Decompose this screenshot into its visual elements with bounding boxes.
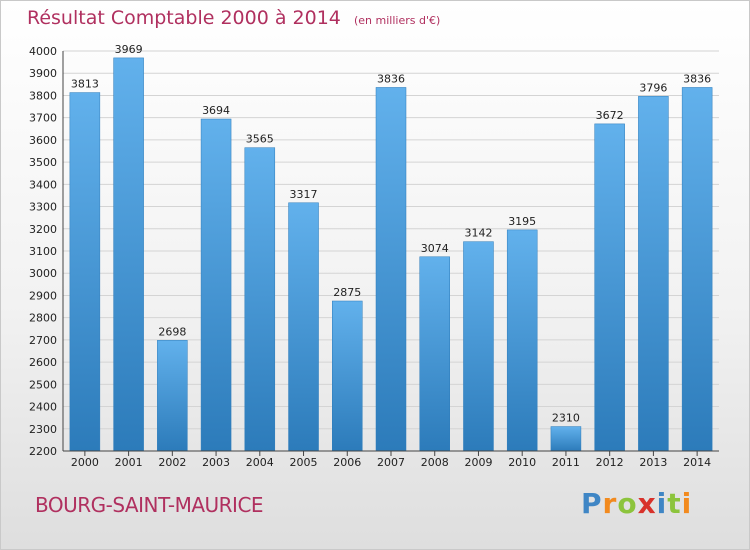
data-label: 3796 (639, 81, 667, 94)
data-label: 3317 (290, 188, 318, 201)
x-tick-label: 2009 (464, 456, 492, 469)
data-label: 2875 (333, 286, 361, 299)
x-tick-label: 2013 (639, 456, 667, 469)
y-tick-label: 3100 (29, 245, 57, 258)
y-tick-label: 3400 (29, 178, 57, 191)
y-tick-label: 2400 (29, 401, 57, 414)
brand-letter: i (656, 487, 668, 520)
x-tick-label: 2000 (71, 456, 99, 469)
brand-letter: o (617, 487, 638, 520)
proxiti-logo: Proxiti (581, 487, 692, 520)
brand-letter: x (637, 487, 657, 520)
y-tick-label: 3900 (29, 67, 57, 80)
y-tick-label: 3300 (29, 201, 57, 214)
x-tick-label: 2003 (202, 456, 230, 469)
y-tick-label: 3200 (29, 223, 57, 236)
x-tick-label: 2011 (552, 456, 580, 469)
y-tick-label: 3000 (29, 267, 57, 280)
bar-2009 (463, 241, 494, 452)
bar-2004 (244, 147, 276, 452)
data-label: 3836 (683, 72, 711, 85)
y-tick-label: 2800 (29, 312, 57, 325)
data-label: 3836 (377, 72, 405, 85)
y-tick-label: 2700 (29, 334, 57, 347)
brand-letter: r (602, 487, 618, 520)
data-label: 3672 (596, 109, 624, 122)
axes (62, 51, 719, 452)
bar-2008 (419, 256, 450, 452)
data-labels: 3813 3969 2698 3694 3565 3317 2875 3836 3074 3142… (71, 43, 711, 425)
x-tick-label: 2012 (596, 456, 624, 469)
data-label: 3813 (71, 78, 99, 91)
y-tick-label: 2600 (29, 356, 57, 369)
bar-2007 (375, 87, 407, 452)
y-tick-label: 2200 (29, 445, 57, 458)
x-tick-label: 2005 (290, 456, 318, 469)
data-label: 3565 (246, 133, 274, 146)
y-tick-label: 2500 (29, 378, 57, 391)
x-tick-label: 2007 (377, 456, 405, 469)
y-tick-label: 3500 (29, 156, 57, 169)
x-tick-label: 2008 (421, 456, 449, 469)
y-tick-label: 2300 (29, 423, 57, 436)
data-label: 3195 (508, 215, 536, 228)
y-tick-label: 4000 (29, 45, 57, 58)
brand-letter: t (667, 487, 682, 520)
x-tick-label: 2010 (508, 456, 536, 469)
x-tick-label: 2006 (333, 456, 361, 469)
data-label: 2310 (552, 412, 580, 425)
data-label: 3969 (115, 43, 143, 56)
y-tick-label: 3600 (29, 134, 57, 147)
brand-letter: P (581, 487, 603, 520)
x-tick-label: 2002 (158, 456, 186, 469)
x-tick-label: 2014 (683, 456, 711, 469)
x-tick-label: 2001 (115, 456, 143, 469)
chart-title-text: Résultat Comptable 2000 à 2014 (27, 7, 341, 29)
y-tick-label: 2900 (29, 289, 57, 302)
bar-2001 (113, 57, 144, 452)
chart-title: Résultat Comptable 2000 à 2014 (en milli… (27, 7, 440, 29)
bars (69, 57, 713, 452)
commune-name: BOURG-SAINT-MAURICE (35, 493, 264, 517)
bar-2005 (288, 202, 319, 452)
bar-2002 (157, 340, 188, 452)
bar-2013 (638, 96, 669, 452)
x-tick-label: 2004 (246, 456, 274, 469)
y-tick-label: 3800 (29, 89, 57, 102)
bar-2014 (681, 87, 713, 452)
data-label: 3694 (202, 104, 230, 117)
brand-letter: i (681, 487, 693, 520)
x-axis-ticks: 2000 2001 2002 2003 2004 2005 2006 2007 2008 2009… (71, 451, 711, 469)
data-label: 2698 (158, 325, 186, 338)
bar-2006 (332, 300, 363, 452)
bar-2012 (594, 123, 625, 452)
bar-2000 (69, 92, 101, 452)
data-label: 3074 (421, 242, 449, 255)
y-tick-label: 3700 (29, 112, 57, 125)
bar-2003 (200, 118, 232, 452)
y-axis-ticks: 2200 2300 2400 2500 2600 2700 2800 2900 3000 3100… (29, 45, 57, 458)
chart-subtitle: (en milliers d'€) (353, 14, 441, 27)
data-label: 3142 (464, 227, 492, 240)
bar-2010 (506, 229, 538, 452)
bar-2011 (550, 426, 582, 452)
